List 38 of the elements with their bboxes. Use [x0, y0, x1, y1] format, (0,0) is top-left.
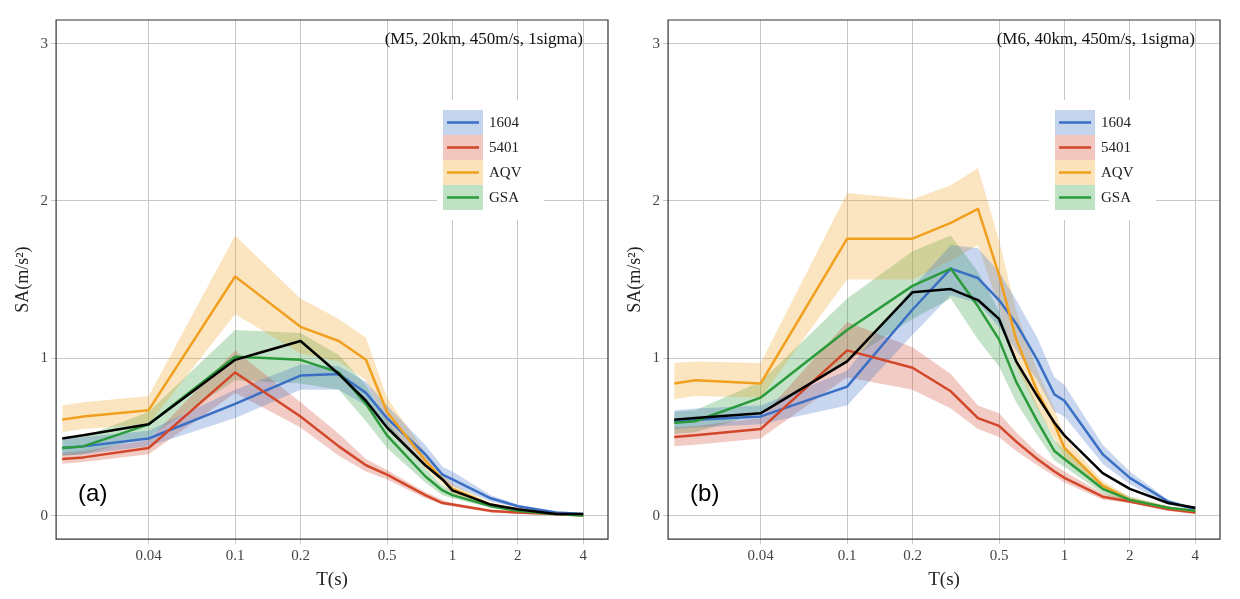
- x-tick-label: 0.5: [989, 547, 1009, 564]
- y-axis-title: SA(m/s²): [623, 246, 645, 313]
- x-tick-label: 0.2: [903, 547, 922, 564]
- y-axis-title: SA(m/s²): [11, 246, 33, 313]
- text: (M6, 40km, 450m/s, 1sigma): [996, 29, 1195, 49]
- x-axis-title: T(s): [928, 567, 960, 590]
- y-tick-label: 1: [652, 349, 661, 366]
- x-tick-label: 4: [1191, 547, 1200, 564]
- legend-label: GSA: [1101, 188, 1132, 205]
- legend-label: GSA: [489, 188, 520, 205]
- y-tick-label: 0: [40, 506, 49, 523]
- legend-label: 1604: [1101, 113, 1132, 130]
- legend-label: 1604: [489, 113, 520, 130]
- x-tick-label: 1: [448, 547, 457, 564]
- x-tick-label: 2: [514, 547, 522, 564]
- legend-label: AQV: [489, 163, 522, 180]
- x-tick-label: 0.2: [291, 547, 310, 564]
- text: (M5, 20km, 450m/s, 1sigma): [384, 29, 583, 49]
- y-tick-label: 1: [40, 349, 49, 366]
- x-tick-label: 4: [579, 547, 588, 564]
- x-tick-label: 2: [1126, 547, 1134, 564]
- x-tick-label: 0.04: [135, 547, 163, 564]
- legend-label: 5401: [1101, 138, 1131, 155]
- y-tick-label: 3: [40, 34, 49, 51]
- y-tick-label: 2: [652, 191, 661, 208]
- x-tick-label: 1: [1060, 547, 1069, 564]
- y-tick-label: 2: [40, 191, 49, 208]
- legend-label: AQV: [1101, 163, 1134, 180]
- annotation: (a): [78, 478, 108, 506]
- legend-label: 5401: [489, 138, 519, 155]
- y-tick-label: 3: [652, 34, 661, 51]
- x-tick-label: 0.04: [747, 547, 775, 564]
- y-tick-label: 0: [652, 506, 661, 523]
- x-tick-label: 0.5: [377, 547, 397, 564]
- x-axis-title: T(s): [316, 567, 348, 590]
- annotation: (b): [690, 478, 720, 506]
- x-tick-label: 0.1: [837, 547, 857, 564]
- x-tick-label: 0.1: [225, 547, 245, 564]
